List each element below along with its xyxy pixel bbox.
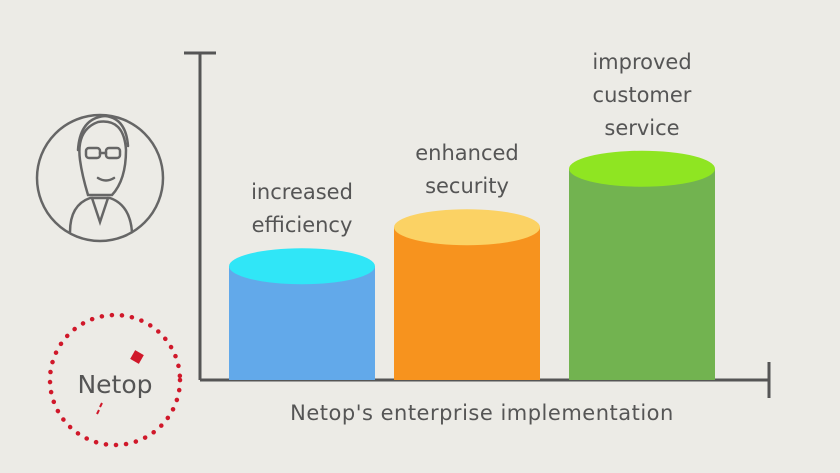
category-label: increased efficiency — [251, 180, 353, 238]
bar-top — [569, 150, 715, 187]
bar — [394, 227, 540, 380]
logo: Netop — [47, 312, 183, 448]
bar-top — [394, 209, 540, 246]
bar — [229, 266, 375, 380]
person-icon — [35, 113, 165, 243]
category-label: improved customer service — [592, 49, 692, 140]
x-axis-label: Netop's enterprise implementation — [290, 401, 674, 425]
logo-text: Netop — [77, 370, 152, 399]
bar — [569, 168, 715, 380]
bars — [229, 150, 715, 380]
bar-top — [229, 248, 375, 285]
category-label: enhanced security — [415, 141, 519, 199]
